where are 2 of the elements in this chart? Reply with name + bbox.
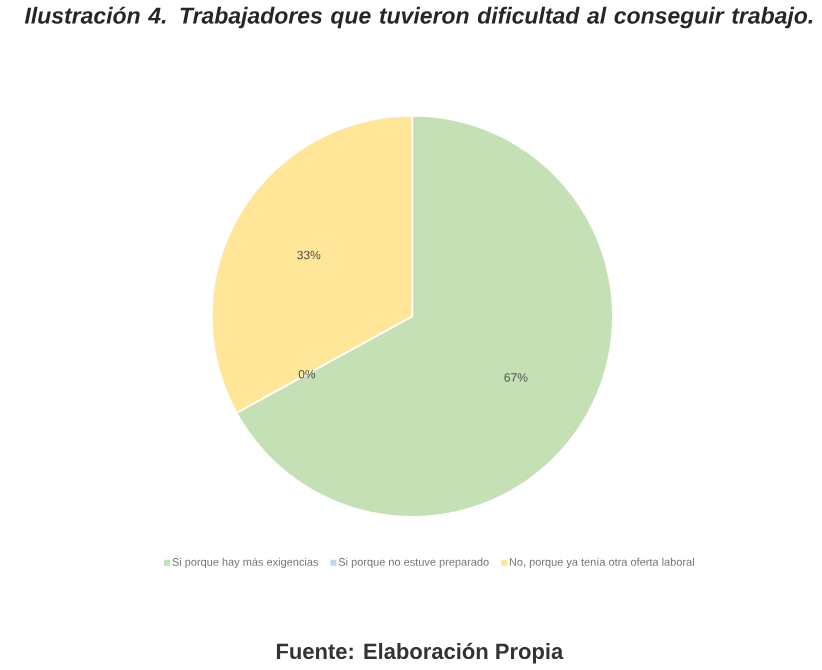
chart-title: Ilustración 4. Trabajadores que tuvieron dificultad al conseguir trabajo. [24, 6, 813, 29]
source-note: Fuente: Elaboración Propia [276, 642, 564, 664]
